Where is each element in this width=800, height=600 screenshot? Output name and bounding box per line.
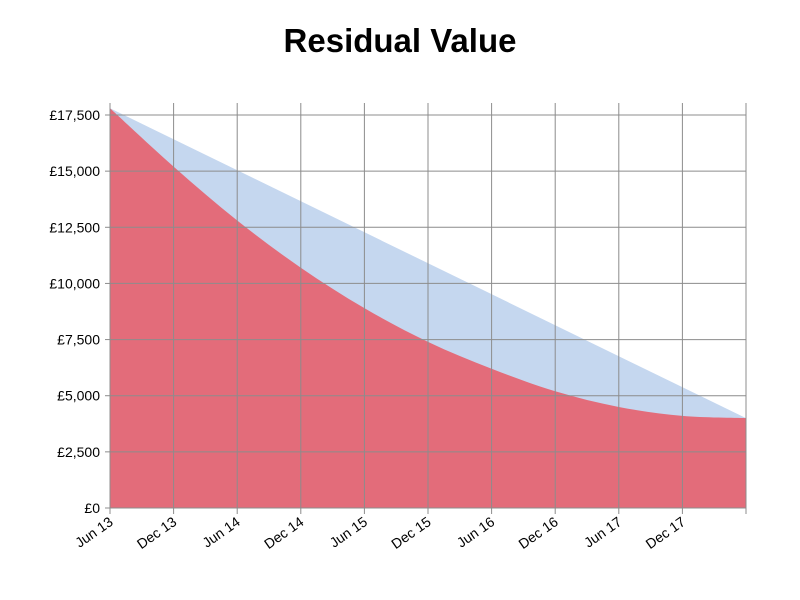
x-tick-label: Jun 13 (72, 513, 116, 550)
x-tick-label: Dec 15 (388, 513, 434, 552)
chart-title: Residual Value (283, 22, 517, 59)
x-tick-label: Jun 14 (199, 513, 243, 550)
y-tick-label: £0 (84, 500, 100, 516)
area-series-2 (110, 108, 746, 509)
x-tick-label: Dec 13 (134, 513, 180, 552)
y-tick-label: £5,000 (57, 388, 100, 404)
y-tick-label: £17,500 (49, 107, 100, 123)
x-tick-label: Dec 14 (261, 513, 307, 552)
y-tick-label: £15,000 (49, 163, 100, 179)
x-tick-label: Jun 16 (454, 513, 498, 550)
x-tick-label: Dec 16 (515, 513, 561, 552)
y-tick-label: £2,500 (57, 444, 100, 460)
y-tick-label: £7,500 (57, 332, 100, 348)
x-tick-label: Dec 17 (643, 513, 689, 552)
x-tick-label: Jun 17 (581, 513, 625, 550)
y-tick-label: £12,500 (49, 219, 100, 235)
y-tick-label: £10,000 (49, 275, 100, 291)
x-tick-label: Jun 15 (327, 513, 371, 550)
